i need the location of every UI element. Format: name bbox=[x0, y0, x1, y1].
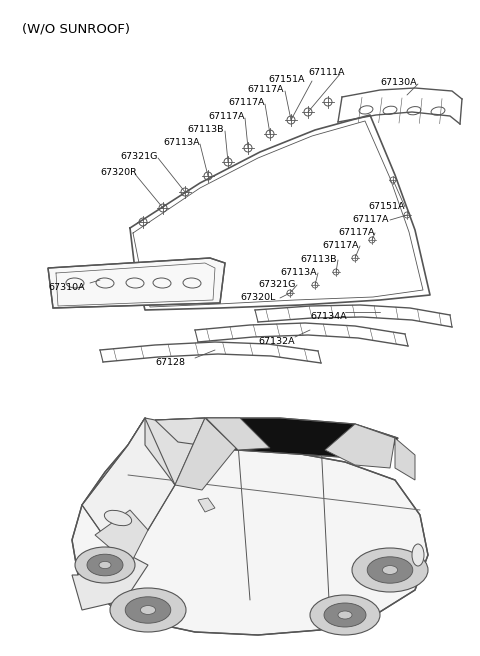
Ellipse shape bbox=[383, 565, 397, 575]
Text: 67321G: 67321G bbox=[120, 152, 157, 161]
Text: 67117A: 67117A bbox=[208, 112, 244, 121]
Ellipse shape bbox=[140, 605, 156, 615]
Polygon shape bbox=[206, 418, 270, 450]
Ellipse shape bbox=[104, 510, 132, 525]
Polygon shape bbox=[198, 498, 215, 512]
Text: 67117A: 67117A bbox=[322, 241, 359, 250]
Polygon shape bbox=[175, 418, 236, 490]
Text: 67321G: 67321G bbox=[258, 280, 295, 289]
Ellipse shape bbox=[324, 603, 366, 627]
Text: 67111A: 67111A bbox=[308, 68, 345, 77]
Text: 67117A: 67117A bbox=[352, 215, 388, 224]
Text: 67117A: 67117A bbox=[247, 85, 284, 94]
Polygon shape bbox=[325, 424, 395, 468]
Text: 67113A: 67113A bbox=[280, 268, 317, 277]
Ellipse shape bbox=[412, 544, 424, 566]
Text: 67320R: 67320R bbox=[100, 168, 137, 177]
Text: 67134A: 67134A bbox=[310, 312, 347, 321]
Text: 67132A: 67132A bbox=[258, 337, 295, 346]
Polygon shape bbox=[145, 418, 205, 485]
Polygon shape bbox=[82, 418, 175, 545]
Text: (W/O SUNROOF): (W/O SUNROOF) bbox=[22, 22, 130, 35]
Ellipse shape bbox=[352, 548, 428, 592]
Text: 67130A: 67130A bbox=[380, 78, 417, 87]
Text: 67310A: 67310A bbox=[48, 283, 84, 292]
Text: 67117A: 67117A bbox=[338, 228, 374, 237]
Ellipse shape bbox=[87, 554, 123, 576]
Text: 67320L: 67320L bbox=[240, 293, 276, 302]
Ellipse shape bbox=[125, 597, 171, 623]
Text: 67113B: 67113B bbox=[187, 125, 224, 134]
Ellipse shape bbox=[75, 547, 135, 583]
Ellipse shape bbox=[338, 611, 352, 619]
Text: 67113A: 67113A bbox=[163, 138, 200, 147]
Polygon shape bbox=[48, 258, 225, 308]
Text: 67151A: 67151A bbox=[268, 75, 304, 84]
Polygon shape bbox=[72, 545, 148, 610]
Polygon shape bbox=[72, 418, 428, 635]
Text: 67117A: 67117A bbox=[228, 98, 264, 107]
Text: 67128: 67128 bbox=[155, 358, 185, 367]
Text: 67113B: 67113B bbox=[300, 255, 336, 264]
Ellipse shape bbox=[99, 562, 111, 569]
Polygon shape bbox=[95, 510, 148, 565]
Text: 67151A: 67151A bbox=[368, 202, 405, 211]
Polygon shape bbox=[155, 418, 398, 460]
Ellipse shape bbox=[310, 595, 380, 635]
Ellipse shape bbox=[110, 588, 186, 632]
Polygon shape bbox=[395, 438, 415, 480]
Ellipse shape bbox=[367, 557, 413, 583]
